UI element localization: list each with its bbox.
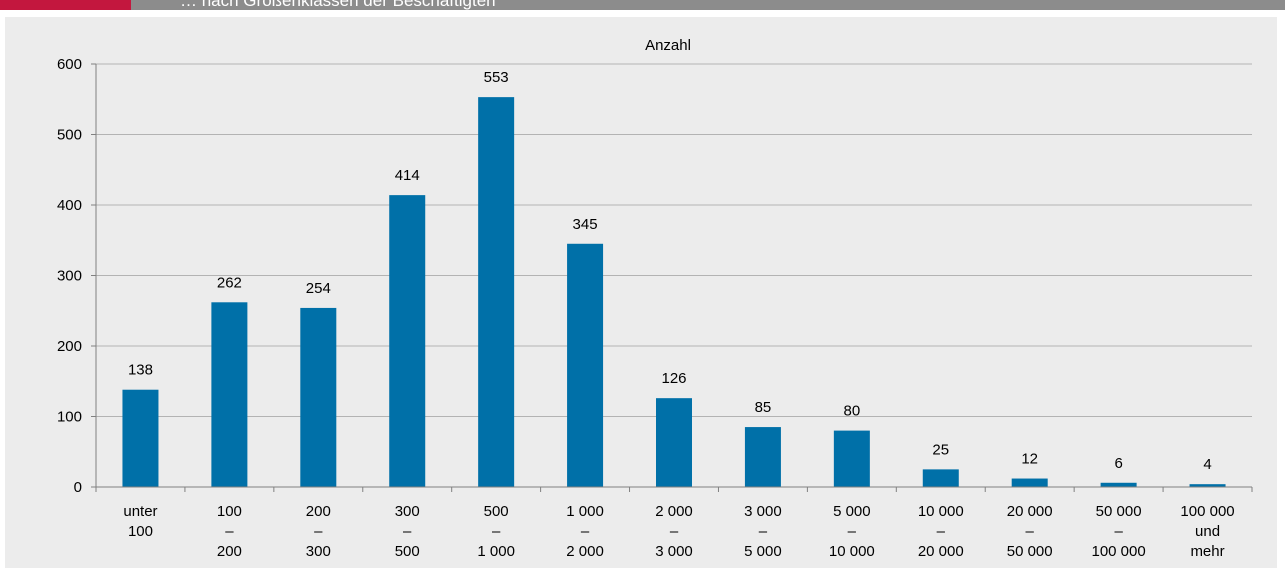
y-tick-label: 200 <box>57 338 82 355</box>
x-category-line: 10 000 <box>918 503 964 520</box>
bar <box>478 97 515 487</box>
x-category-line: 10 000 <box>829 543 875 560</box>
data-label: 553 <box>484 69 509 86</box>
x-category-line: 200 <box>306 503 331 520</box>
x-category-line: 100 <box>128 523 153 540</box>
x-category-label: 5 000 – 10 000 <box>829 503 875 560</box>
bar <box>1011 478 1048 487</box>
bar <box>567 243 604 487</box>
bar <box>744 427 781 487</box>
x-category-label: 500 – 1 000 <box>477 503 515 560</box>
data-label: 6 <box>1114 455 1122 472</box>
header-title: … nach Größenklassen der Beschäftigten <box>180 0 496 10</box>
x-category-line: 100 000 <box>1091 543 1145 560</box>
x-category-line: 3 000 <box>744 503 782 520</box>
data-label: 262 <box>217 274 242 291</box>
x-category-line: 100 <box>217 503 242 520</box>
x-category-line: 200 <box>217 543 242 560</box>
x-category-label: 10 000 – 20 000 <box>918 503 964 560</box>
x-category-label: 300 – 500 <box>395 503 420 560</box>
y-axis-label: Anzahl <box>645 37 691 54</box>
x-category-label: 100 – 200 <box>217 503 242 560</box>
x-category-line: 2 000 <box>655 503 693 520</box>
x-category-line: 20 000 <box>918 543 964 560</box>
x-category-line: – <box>759 523 768 540</box>
x-category-line: 20 000 <box>1007 503 1053 520</box>
x-category-line: – <box>848 523 857 540</box>
x-category-line: – <box>403 523 412 540</box>
x-category-line: – <box>1114 523 1123 540</box>
data-label: 85 <box>755 399 772 416</box>
x-category-line: – <box>314 523 323 540</box>
bar <box>389 195 426 487</box>
x-category-label: 50 000 – 100 000 <box>1091 503 1145 560</box>
x-category-line: 50 000 <box>1007 543 1053 560</box>
y-tick-label: 500 <box>57 127 82 144</box>
data-label: 126 <box>661 370 686 387</box>
x-category-label: 200 – 300 <box>306 503 331 560</box>
x-category-line: 300 <box>395 503 420 520</box>
x-category-line: 3 000 <box>655 543 693 560</box>
header-accent <box>0 0 131 10</box>
data-label: 345 <box>573 216 598 233</box>
x-category-line: – <box>581 523 590 540</box>
y-tick-label: 300 <box>57 268 82 285</box>
data-label: 25 <box>932 441 949 458</box>
y-tick-label: 0 <box>74 479 82 496</box>
header-bar: … nach Größenklassen der Beschäftigten <box>0 0 1285 10</box>
bar <box>300 307 337 487</box>
x-category-line: 2 000 <box>566 543 604 560</box>
x-category-line: 500 <box>395 543 420 560</box>
bar <box>656 398 692 487</box>
x-category-line: mehr <box>1190 543 1224 560</box>
x-category-line: 5 000 <box>744 543 782 560</box>
x-category-line: – <box>1026 523 1035 540</box>
data-label: 12 <box>1021 451 1038 468</box>
bars <box>122 97 1226 487</box>
y-ticks: 0 100 200 300 400 500 600 <box>57 56 96 496</box>
y-tick-label: 400 <box>57 197 82 214</box>
bar <box>1189 484 1226 487</box>
x-category-line: und <box>1195 523 1220 540</box>
x-category-label: 3 000 – 5 000 <box>744 503 782 560</box>
x-category-label: 2 000 – 3 000 <box>655 503 693 560</box>
x-category-line: 50 000 <box>1096 503 1142 520</box>
x-category-line: 500 <box>484 503 509 520</box>
x-category-line: unter <box>123 503 157 520</box>
x-category-label: 100 000 und mehr <box>1180 503 1234 560</box>
grid-lines <box>96 63 1252 417</box>
data-label: 4 <box>1203 456 1211 473</box>
bar <box>1100 482 1137 487</box>
y-tick-label: 100 <box>57 409 82 426</box>
y-tick-label: 600 <box>57 56 82 73</box>
bar <box>122 389 159 487</box>
x-category-line: 100 000 <box>1180 503 1234 520</box>
x-category-line: 5 000 <box>833 503 871 520</box>
data-label: 414 <box>395 167 420 184</box>
data-label: 80 <box>844 403 861 420</box>
bar <box>833 430 870 487</box>
data-label: 254 <box>306 280 331 297</box>
bar <box>922 469 959 487</box>
x-category-line: – <box>225 523 234 540</box>
x-category-line: – <box>937 523 946 540</box>
x-category-label: unter 100 <box>123 503 157 540</box>
x-category-line: – <box>492 523 501 540</box>
x-category-line: – <box>670 523 679 540</box>
x-category-label: 1 000 – 2 000 <box>566 503 604 560</box>
x-category-line: 1 000 <box>477 543 515 560</box>
data-label: 138 <box>128 362 153 379</box>
bar <box>211 302 248 487</box>
x-category-label: 20 000 – 50 000 <box>1007 503 1053 560</box>
x-category-line: 1 000 <box>566 503 604 520</box>
x-category-line: 300 <box>306 543 331 560</box>
